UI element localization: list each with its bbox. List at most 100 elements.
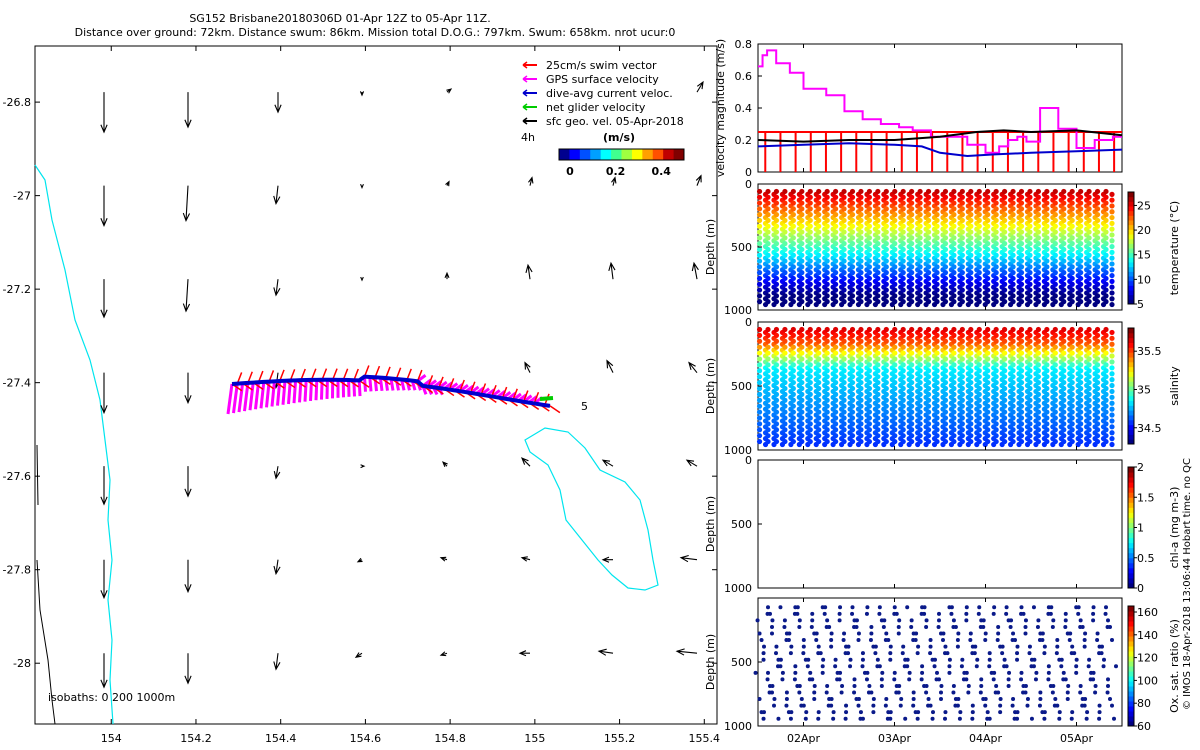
temperature-sample <box>1061 252 1067 258</box>
temperature-sample <box>799 281 805 287</box>
oxygen-colorbar-segment <box>1128 711 1134 717</box>
oxygen-sample <box>1106 677 1110 682</box>
salinity-sample <box>909 403 915 409</box>
temperature-sample <box>841 217 847 224</box>
oxygen-sample <box>803 716 808 721</box>
salinity-sample <box>866 332 873 338</box>
salinity-sample <box>849 433 856 439</box>
temperature-sample <box>875 258 881 264</box>
chla-colorbar-tick-label: 1 <box>1137 522 1144 535</box>
salinity-colorbar-segment <box>1128 361 1134 368</box>
temperature-sample <box>985 299 991 305</box>
temperature-sample <box>875 246 881 253</box>
salinity-sample <box>1061 326 1067 333</box>
salinity-sample <box>816 403 822 409</box>
salinity-sample <box>934 433 940 439</box>
temperature-sample <box>773 212 780 218</box>
oxygen-sample <box>991 611 996 616</box>
oxygen-sample <box>1065 690 1070 695</box>
oxygen-sample <box>814 638 819 643</box>
temperature-sample <box>858 200 864 206</box>
oxygen-sample <box>1037 703 1042 708</box>
surface-velocity-arrow <box>442 461 448 468</box>
salinity-sample <box>1027 326 1033 333</box>
temperature-sample <box>900 275 906 282</box>
oxygen-sample <box>945 651 950 656</box>
salinity-sample <box>799 356 805 362</box>
temperature-sample <box>985 281 991 287</box>
oxygen-sample <box>1013 638 1018 643</box>
salinity-sample <box>900 368 906 374</box>
temperature-sample <box>841 206 847 212</box>
salinity-sample <box>925 397 932 403</box>
oxygen-sample <box>983 703 988 708</box>
salinity-sample <box>756 433 763 439</box>
temperature-colorbar-segment <box>1128 257 1134 263</box>
salinity-sample <box>968 433 974 439</box>
salinity-sample <box>799 368 805 374</box>
temperature-sample <box>841 194 847 200</box>
salinity-sample <box>934 338 940 344</box>
temperature-sample <box>841 270 847 276</box>
temperature-sample <box>841 275 847 282</box>
temperature-sample <box>900 299 906 305</box>
oxygen-sample <box>1061 670 1066 675</box>
salinity-sample <box>917 368 923 374</box>
salinity-sample <box>1044 374 1050 380</box>
salinity-sample <box>858 374 864 380</box>
temperature-sample <box>968 241 974 247</box>
salinity-sample <box>968 344 974 350</box>
oxygen-panel-frame <box>757 597 1123 727</box>
salinity-sample <box>1103 403 1109 409</box>
temperature-sample <box>985 241 991 247</box>
temperature-sample <box>1044 293 1050 299</box>
salinity-sample <box>1086 362 1092 368</box>
salinity-sample <box>799 332 805 338</box>
salinity-sample <box>976 338 982 344</box>
temperature-sample <box>942 206 949 212</box>
temperature-sample <box>993 188 999 195</box>
temperature-sample <box>968 212 974 218</box>
salinity-sample <box>1061 362 1067 368</box>
temperature-sample <box>1069 246 1075 253</box>
temperature-sample <box>900 264 906 270</box>
temperature-sample <box>1061 206 1067 212</box>
temperature-sample <box>1002 212 1008 218</box>
oxygen-sample <box>964 605 969 610</box>
temperature-sample <box>917 241 923 247</box>
date-tick-label: 03Apr <box>878 732 912 745</box>
oxygen-sample <box>776 716 781 721</box>
temperature-sample <box>765 246 771 253</box>
oxygen-sample <box>1108 697 1112 702</box>
temperature-sample <box>1078 293 1084 299</box>
oxygen-sample <box>1068 631 1073 636</box>
oxygen-sample <box>1110 638 1114 643</box>
temperature-sample <box>833 200 839 206</box>
temperature-sample <box>756 229 763 235</box>
temperature-sample <box>968 275 974 282</box>
salinity-sample <box>934 385 940 392</box>
salinity-sample <box>993 403 999 409</box>
velocity-tick-label: 0.8 <box>735 38 753 51</box>
temperature-sample <box>968 229 974 235</box>
oxygen-sample <box>935 670 939 675</box>
salinity-sample <box>925 409 932 415</box>
oxygen-sample <box>1011 697 1016 702</box>
oxygen-sample <box>909 624 914 629</box>
oxygen-sample <box>850 605 855 610</box>
salinity-sample <box>1018 374 1025 380</box>
temperature-sample <box>883 241 889 247</box>
salinity-sample <box>1052 409 1058 415</box>
oxygen-sample <box>816 710 821 715</box>
chla-colorbar-segment <box>1128 482 1134 488</box>
surface-velocity-arrow <box>528 176 534 186</box>
surface-velocity-arrow <box>184 372 192 405</box>
salinity-sample <box>858 338 864 344</box>
temperature-sample <box>1044 241 1050 247</box>
temperature-sample <box>1086 293 1092 299</box>
salinity-sample <box>925 379 932 386</box>
temperature-sample <box>1035 275 1041 282</box>
temperature-sample <box>917 235 923 241</box>
salinity-sample <box>1002 397 1008 403</box>
temperature-sample <box>993 258 999 264</box>
